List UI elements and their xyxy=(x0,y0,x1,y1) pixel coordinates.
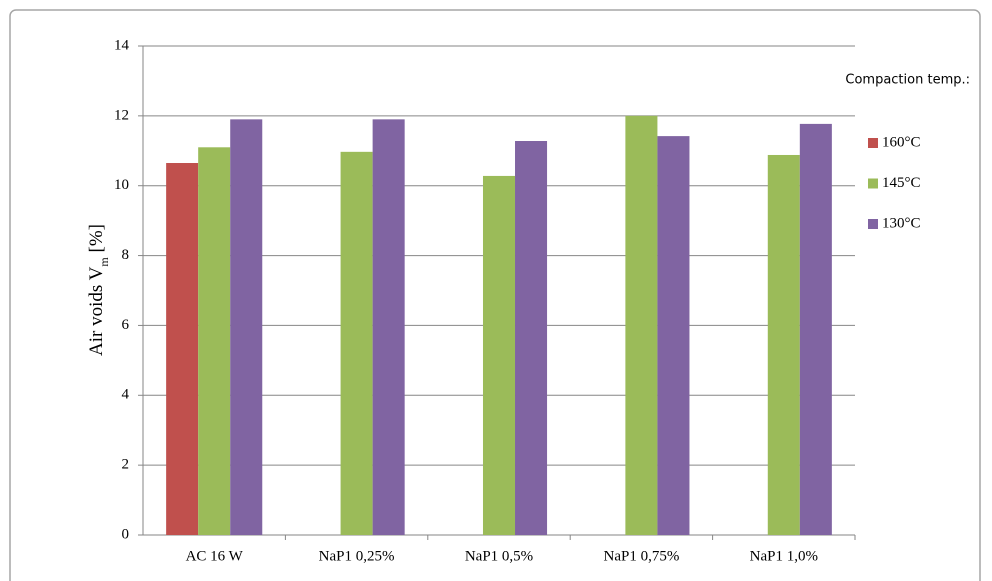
y-tick-label: 6 xyxy=(122,317,130,333)
legend-label: 145°C xyxy=(882,175,921,191)
y-axis-label-part: [%] xyxy=(86,224,107,257)
bar xyxy=(767,154,800,535)
y-tick-label: 4 xyxy=(122,387,130,403)
legend-title: Compaction temp.: xyxy=(845,73,970,88)
x-tick-label: AC 16 W xyxy=(186,548,244,564)
y-axis-label-part: Air voids V xyxy=(86,266,107,356)
y-tick-label: 2 xyxy=(122,457,130,473)
legend-label: 130°C xyxy=(882,215,921,231)
bar xyxy=(372,119,405,535)
y-tick-label: 12 xyxy=(114,107,129,123)
bar xyxy=(515,141,548,535)
bar xyxy=(482,175,516,536)
y-axis-label: Air voids Vm [%] xyxy=(86,224,110,356)
legend-swatch xyxy=(868,219,878,229)
y-tick-label: 8 xyxy=(122,247,130,263)
bar xyxy=(625,115,658,535)
y-axis-label-sub: m xyxy=(97,257,111,267)
x-tick-label: NaP1 0,75% xyxy=(603,548,679,564)
y-tick-label: 10 xyxy=(114,177,129,193)
legend-label: 160°C xyxy=(882,134,921,150)
x-tick-label: NaP1 0,25% xyxy=(319,548,395,564)
bar xyxy=(230,119,263,535)
bar xyxy=(166,163,199,535)
legend-swatch xyxy=(868,138,878,148)
bar xyxy=(657,136,690,535)
x-tick-label: NaP1 0,5% xyxy=(465,548,533,564)
y-tick-label: 14 xyxy=(114,37,130,53)
y-tick-label: 0 xyxy=(122,526,130,542)
x-tick-label: NaP1 1,0% xyxy=(750,548,818,564)
legend-swatch xyxy=(868,178,878,189)
bar xyxy=(340,151,373,536)
bar xyxy=(198,147,231,536)
bar xyxy=(799,123,832,535)
